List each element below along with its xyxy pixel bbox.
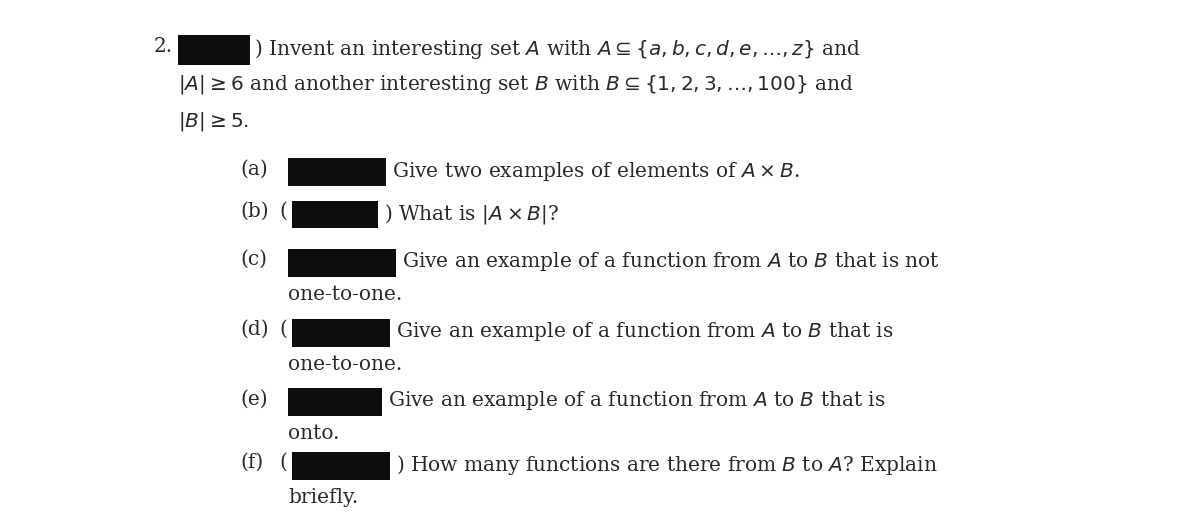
Bar	[288, 158, 386, 186]
Bar	[292, 452, 390, 480]
Text: ) Invent an interesting set $A$ with $A \subseteq \{a, b, c, d, e, \ldots, z\}$ : ) Invent an interesting set $A$ with $A …	[254, 37, 862, 61]
Bar	[288, 249, 396, 277]
Text: one-to-one.: one-to-one.	[288, 285, 402, 304]
Text: (: (	[280, 320, 288, 339]
Text: one-to-one.: one-to-one.	[288, 355, 402, 374]
Text: Give two examples of elements of $A \times B$.: Give two examples of elements of $A \tim…	[392, 160, 800, 182]
Text: (b): (b)	[240, 202, 269, 221]
Text: (c): (c)	[240, 250, 266, 269]
Text: Give an example of a function from $A$ to $B$ that is: Give an example of a function from $A$ t…	[388, 389, 884, 412]
Text: onto.: onto.	[288, 424, 340, 443]
Text: (f): (f)	[240, 453, 263, 472]
Bar	[292, 319, 390, 347]
Text: Give an example of a function from $A$ to $B$ that is not: Give an example of a function from $A$ t…	[402, 250, 940, 273]
Text: (e): (e)	[240, 389, 268, 409]
Text: ) How many functions are there from $B$ to $A$? Explain: ) How many functions are there from $B$ …	[396, 453, 938, 477]
Text: (: (	[280, 453, 288, 472]
Text: $|A| \geq 6$ and another interesting set $B$ with $B \subseteq \{1, 2, 3, \ldots: $|A| \geq 6$ and another interesting set…	[178, 73, 853, 96]
Bar	[178, 35, 250, 65]
Text: (: (	[280, 202, 288, 221]
Text: briefly.: briefly.	[288, 488, 359, 507]
Text: $|B| \geq 5.$: $|B| \geq 5.$	[178, 110, 248, 133]
Text: (d): (d)	[240, 320, 269, 339]
Bar	[292, 201, 378, 228]
Text: (a): (a)	[240, 160, 268, 179]
Text: ) What is $|A \times B|$?: ) What is $|A \times B|$?	[384, 202, 559, 226]
Text: Give an example of a function from $A$ to $B$ that is: Give an example of a function from $A$ t…	[396, 320, 893, 343]
Bar	[288, 388, 382, 416]
Text: 2.: 2.	[154, 37, 173, 56]
